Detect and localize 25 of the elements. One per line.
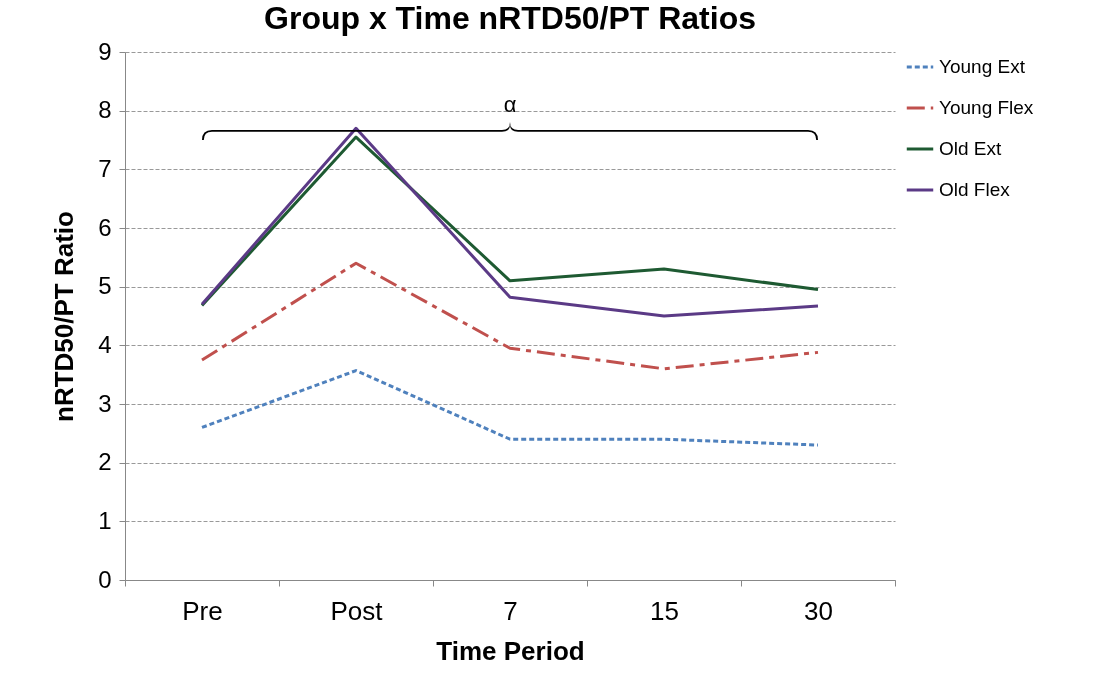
legend-label: Young Ext [939, 56, 1026, 77]
y-tick-label: 1 [98, 506, 112, 534]
x-tick-label: Post [330, 595, 384, 626]
y-tick-label: 4 [98, 330, 112, 358]
line-series [200, 261, 820, 371]
legend-label: Young Flex [939, 97, 1034, 118]
x-tick-label: 7 [503, 595, 518, 626]
y-tick-label: 6 [98, 213, 112, 241]
chart-title: Group x Time nRTD50/PT Ratios [264, 0, 756, 36]
legend-label: Old Flex [939, 179, 1011, 200]
y-axis-title: nRTD50/PT Ratio [49, 211, 80, 422]
y-tick-label: 2 [98, 448, 112, 476]
annotation: α [503, 92, 517, 117]
y-tick-label: 5 [98, 272, 112, 300]
y-tick-label: 0 [98, 565, 112, 593]
line-series [200, 369, 820, 447]
x-tick-label: 30 [804, 595, 833, 626]
y-tick-label: 3 [98, 389, 112, 417]
y-tick-label: 8 [98, 96, 112, 124]
y-tick-label: 7 [98, 154, 112, 182]
x-axis-title: Time Period [436, 635, 585, 666]
y-tick-label: 9 [98, 37, 112, 65]
legend-label: Old Ext [939, 138, 1003, 159]
x-tick-label: Pre [182, 595, 223, 626]
x-tick-label: 15 [650, 595, 679, 626]
